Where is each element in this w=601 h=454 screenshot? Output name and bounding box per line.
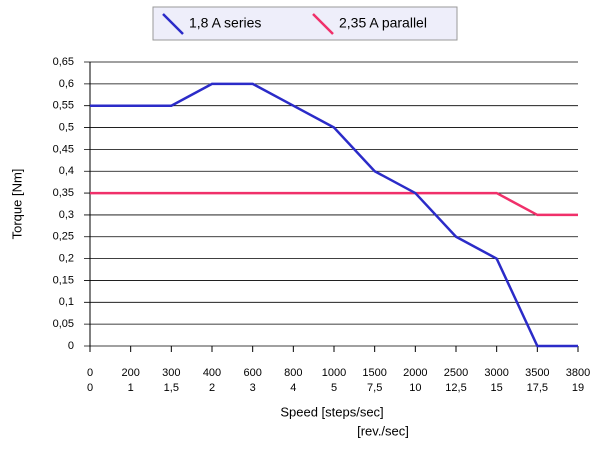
y-tick-label: 0,25 [53,231,74,243]
y-tick-label: 0,55 [53,100,74,112]
x-tick-label-2: 3 [250,382,256,394]
x-tick-label-2: 12,5 [445,382,466,394]
x-tick-label: 2000 [403,367,427,379]
x-axis-title: Speed [steps/sec] [280,404,383,419]
x-tick-label-2: 4 [290,382,296,394]
y-tick-label: 0,3 [59,209,74,221]
legend-swatch [162,13,184,35]
x-tick-label-2: 1,5 [164,382,179,394]
series-line [90,82,578,348]
x-tick-label: 300 [162,367,180,379]
x-tick-label: 1500 [362,367,386,379]
y-tick-label: 0,45 [53,143,74,155]
y-tick-label: 0 [68,340,74,352]
x-tick-label-2: 2 [209,382,215,394]
x-tick-label: 400 [203,367,221,379]
x-axis-title-2: [rev./sec] [357,423,409,438]
x-tick-label-2: 15 [491,382,503,394]
x-tick-label: 3500 [525,367,549,379]
x-tick-label: 600 [243,367,261,379]
y-tick-label: 0,2 [59,253,74,265]
x-tick-label-2: 19 [572,382,584,394]
x-tick-label-2: 0 [87,382,93,394]
y-tick-label: 0,15 [53,274,74,286]
x-tick-label: 0 [87,367,93,379]
series-line [90,191,578,217]
x-tick-label-2: 7,5 [367,382,382,394]
x-tick-label-2: 5 [331,382,337,394]
legend-swatch [312,13,334,35]
x-tick-label: 1000 [322,367,346,379]
x-tick-label-2: 10 [409,382,421,394]
legend-label: 2,35 A parallel [339,15,427,31]
x-tick-label: 800 [284,367,302,379]
y-tick-label: 0,35 [53,187,74,199]
x-tick-label-2: 17,5 [527,382,548,394]
x-tick-label-2: 1 [128,382,134,394]
y-tick-label: 0,05 [53,318,74,330]
legend-label: 1,8 A series [189,15,261,31]
y-axis-title: Torque [Nm] [9,169,24,240]
y-tick-label: 0,4 [59,165,74,177]
x-tick-label: 2500 [444,367,468,379]
x-tick-label: 200 [121,367,139,379]
y-tick-label: 0,1 [59,296,74,308]
legend-box [152,6,458,41]
y-tick-label: 0,6 [59,78,74,90]
x-tick-label: 3800 [566,367,590,379]
y-tick-label: 0,65 [53,56,74,68]
y-tick-label: 0,5 [59,121,74,133]
x-tick-label: 3000 [484,367,508,379]
